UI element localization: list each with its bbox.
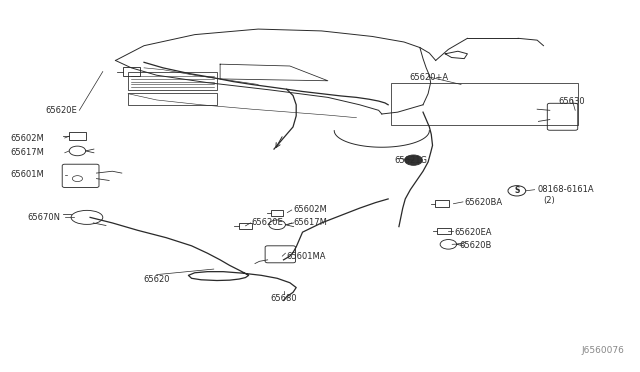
Text: 65620EA: 65620EA — [455, 228, 492, 237]
Bar — [128, 72, 217, 90]
Text: 08168-6161A: 08168-6161A — [537, 185, 594, 194]
Text: 65680: 65680 — [270, 294, 297, 303]
Bar — [437, 228, 451, 234]
Bar — [271, 210, 284, 215]
Bar — [391, 83, 579, 125]
Text: 65617M: 65617M — [293, 218, 327, 227]
Text: 65620+A: 65620+A — [410, 73, 449, 81]
Text: 65602M: 65602M — [293, 205, 327, 215]
Text: 65630: 65630 — [559, 97, 586, 106]
Text: 65620BA: 65620BA — [464, 198, 502, 207]
Bar — [123, 67, 140, 76]
Text: 65670N: 65670N — [28, 213, 60, 222]
Text: 65620E: 65620E — [252, 218, 284, 227]
Bar — [128, 93, 217, 105]
Text: 65601MA: 65601MA — [287, 251, 326, 261]
Text: 65602M: 65602M — [10, 134, 44, 142]
Text: 65621G: 65621G — [394, 155, 428, 165]
Text: 65601M: 65601M — [10, 170, 44, 179]
Text: S: S — [514, 186, 520, 195]
Bar — [435, 201, 449, 207]
Text: 65620: 65620 — [143, 275, 170, 283]
Bar — [239, 222, 252, 229]
Text: 65620B: 65620B — [460, 241, 492, 250]
Circle shape — [404, 155, 422, 165]
Text: 65620E: 65620E — [45, 106, 77, 115]
Text: 65617M: 65617M — [10, 148, 44, 157]
Bar — [69, 132, 86, 140]
Text: (2): (2) — [543, 196, 556, 205]
Text: J6560076: J6560076 — [582, 346, 625, 355]
